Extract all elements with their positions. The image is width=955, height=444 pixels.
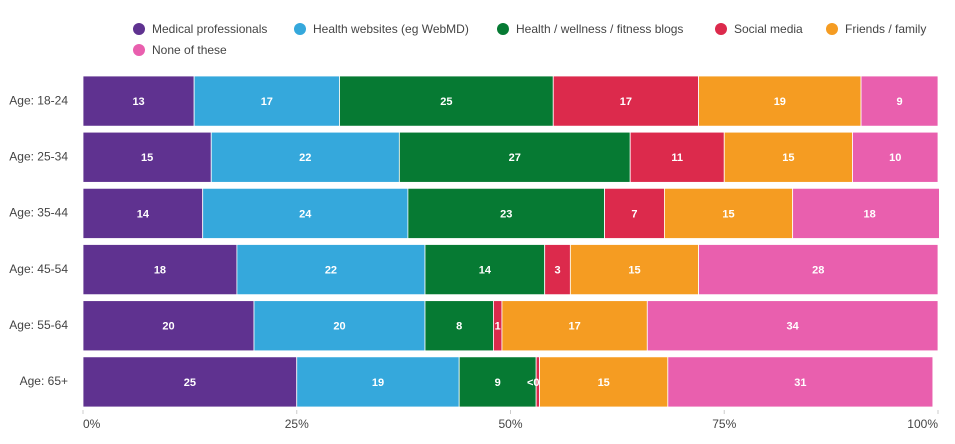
bar-segment	[501, 300, 648, 352]
bar-segment	[698, 75, 862, 127]
data-label: 19	[774, 96, 786, 108]
y-tick-label: Age: 25-34	[9, 149, 68, 163]
legend-label: Friends / family	[845, 22, 926, 36]
legend-label: Social media	[734, 22, 803, 36]
bar-segment	[544, 244, 571, 296]
data-label: 27	[509, 152, 521, 164]
data-label: 24	[299, 208, 312, 220]
bar-segment	[193, 75, 340, 127]
x-tick-label: 50%	[498, 417, 522, 431]
data-label: 15	[628, 264, 640, 276]
bar-segment	[296, 356, 460, 408]
bar-segment	[202, 187, 409, 239]
data-label: 20	[333, 321, 345, 333]
x-tick-label: 75%	[712, 417, 736, 431]
y-tick-label: Age: 35-44	[9, 206, 68, 220]
data-label: 28	[812, 264, 824, 276]
data-label: 1	[495, 321, 501, 333]
bar-segment	[698, 244, 939, 296]
bar-segment	[83, 300, 255, 352]
bar-segment	[424, 244, 546, 296]
legend-swatch	[133, 44, 145, 56]
data-label: 8	[456, 321, 462, 333]
data-label: 15	[141, 152, 153, 164]
bar-segment	[407, 187, 605, 239]
x-tick-label: 0%	[83, 417, 101, 431]
data-label: 25	[184, 377, 196, 389]
data-label: 9	[896, 96, 902, 108]
y-tick-label: Age: 18-24	[9, 93, 68, 107]
legend-swatch	[715, 23, 727, 35]
data-label: 15	[722, 208, 734, 220]
legend-swatch	[497, 23, 509, 35]
legend-swatch	[133, 23, 145, 35]
bar-segment	[210, 131, 400, 183]
bar-segment	[539, 356, 669, 408]
data-label: 14	[479, 264, 492, 276]
y-tick-label: Age: 55-64	[9, 318, 68, 332]
data-label: 31	[794, 377, 806, 389]
legend-label: Health / wellness / fitness blogs	[516, 22, 683, 36]
bar-segment	[83, 187, 204, 239]
legend-label: Medical professionals	[152, 22, 267, 36]
data-label: 20	[162, 321, 174, 333]
data-label: 7	[631, 208, 637, 220]
data-label: 22	[325, 264, 337, 276]
x-tick-label: 25%	[285, 417, 309, 431]
bar-segment	[398, 131, 631, 183]
data-label: 17	[261, 96, 273, 108]
y-tick-label: Age: 65+	[20, 374, 68, 388]
data-label: 11	[671, 152, 683, 164]
bar-segment	[83, 244, 238, 296]
bar-segment	[852, 131, 939, 183]
bar-segment	[604, 187, 665, 239]
legend-swatch	[826, 23, 838, 35]
bar-segment	[664, 187, 794, 239]
bar-segment	[646, 300, 939, 352]
data-label: 22	[299, 152, 311, 164]
bar-segment	[253, 300, 426, 352]
data-label: 17	[569, 321, 581, 333]
y-tick-label: Age: 45-54	[9, 262, 68, 276]
data-label: 15	[598, 377, 610, 389]
data-label: 17	[620, 96, 632, 108]
bar-segment	[860, 75, 939, 127]
bar-segment	[723, 131, 853, 183]
data-label: 9	[495, 377, 501, 389]
bar-segment	[552, 75, 700, 127]
bar-segment	[792, 187, 939, 239]
data-label: 14	[137, 208, 150, 220]
data-label: 10	[889, 152, 901, 164]
data-label: 19	[372, 377, 384, 389]
bar-segment	[458, 356, 537, 408]
x-tick-label: 100%	[907, 417, 938, 431]
data-label: 18	[154, 264, 166, 276]
data-label: 34	[787, 321, 800, 333]
data-label: 13	[132, 96, 144, 108]
bar-segment	[424, 300, 494, 352]
data-label: 18	[863, 208, 875, 220]
data-label: 25	[440, 96, 452, 108]
bar-segment	[83, 356, 298, 408]
bar-segment	[569, 244, 699, 296]
bar-segment	[339, 75, 554, 127]
legend-label: None of these	[152, 43, 227, 57]
bar-segment	[83, 75, 195, 127]
legend-label: Health websites (eg WebMD)	[313, 22, 469, 36]
legend-swatch	[294, 23, 306, 35]
bar-segment	[667, 356, 934, 408]
data-label: 15	[782, 152, 794, 164]
data-label: 23	[500, 208, 512, 220]
bar-segment	[629, 131, 725, 183]
data-label: 3	[554, 264, 560, 276]
bar-segment	[236, 244, 426, 296]
